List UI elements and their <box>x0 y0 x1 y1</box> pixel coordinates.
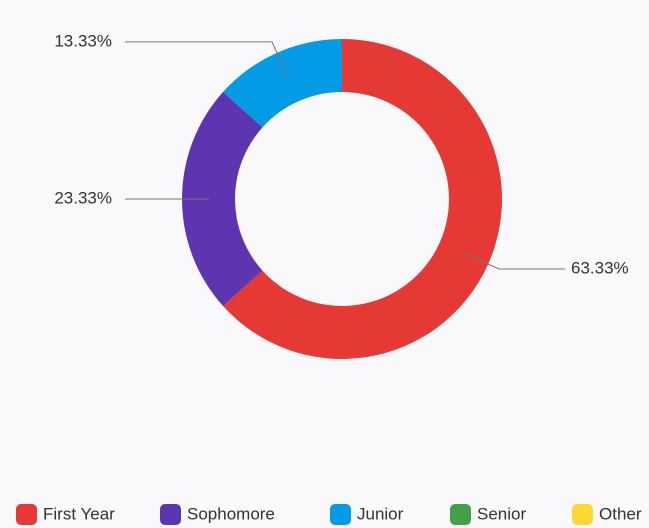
legend-swatch <box>160 504 181 525</box>
leader-line <box>125 41 289 78</box>
data-label: 23.33% <box>54 188 112 207</box>
legend-label: Sophomore <box>187 504 275 523</box>
data-label: 63.33% <box>571 258 629 277</box>
legend-swatch <box>450 504 471 525</box>
legend-swatch <box>330 504 351 525</box>
legend-label: First Year <box>43 504 115 523</box>
legend-swatch <box>16 504 37 525</box>
legend-label: Other <box>599 504 642 523</box>
legend-swatch <box>572 504 593 525</box>
donut-slice <box>182 91 263 307</box>
data-label: 13.33% <box>54 31 112 50</box>
legend-label: Senior <box>477 504 526 523</box>
leader-line <box>463 252 565 270</box>
donut-slice <box>223 39 342 128</box>
donut-slice <box>223 39 502 360</box>
legend-label: Junior <box>357 504 404 523</box>
